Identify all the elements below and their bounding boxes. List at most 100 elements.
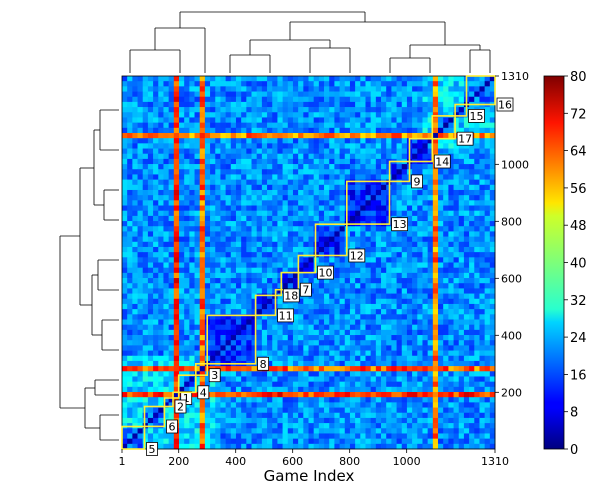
heatmap-cell bbox=[287, 350, 294, 357]
heatmap-cell bbox=[463, 226, 470, 232]
heatmap-cell bbox=[137, 210, 144, 217]
heatmap-cell bbox=[147, 355, 154, 362]
heatmap-cell bbox=[469, 236, 475, 243]
heatmap-cell bbox=[412, 335, 418, 341]
heatmap-cell bbox=[318, 366, 325, 372]
heatmap-cell bbox=[386, 132, 392, 139]
heatmap-cell bbox=[318, 340, 325, 346]
heatmap-cell bbox=[406, 303, 413, 310]
heatmap-cell bbox=[137, 335, 144, 341]
heatmap-cell bbox=[308, 376, 315, 382]
heatmap-cell bbox=[153, 117, 159, 123]
heatmap-cell bbox=[412, 329, 418, 336]
heatmap-cell bbox=[184, 164, 190, 170]
heatmap-cell bbox=[210, 195, 216, 201]
heatmap-cell bbox=[412, 226, 418, 232]
heatmap-cell bbox=[298, 169, 304, 175]
heatmap-cell bbox=[267, 350, 273, 357]
heatmap-cell bbox=[479, 371, 485, 377]
heatmap-cell bbox=[349, 319, 356, 326]
heatmap-cell bbox=[241, 402, 247, 408]
heatmap-cell bbox=[267, 267, 273, 274]
heatmap-cell bbox=[484, 96, 491, 103]
heatmap-cell bbox=[204, 417, 211, 424]
heatmap-cell bbox=[267, 324, 273, 331]
heatmap-cell bbox=[417, 76, 423, 82]
heatmap-cell bbox=[438, 112, 444, 118]
heatmap-cell bbox=[277, 371, 283, 377]
heatmap-cell bbox=[204, 195, 211, 201]
heatmap-cell bbox=[204, 200, 211, 206]
heatmap-cell bbox=[132, 324, 138, 331]
heatmap-cell bbox=[178, 174, 185, 180]
heatmap-cell bbox=[453, 226, 460, 232]
heatmap-cell bbox=[235, 226, 242, 232]
heatmap-cell bbox=[210, 122, 216, 129]
heatmap-cell bbox=[220, 158, 226, 165]
heatmap-cell bbox=[355, 417, 361, 424]
heatmap-cell bbox=[370, 148, 377, 155]
heatmap-cell bbox=[204, 174, 211, 180]
heatmap-cell bbox=[215, 303, 221, 310]
heatmap-cell bbox=[427, 215, 434, 222]
heatmap-cell bbox=[256, 96, 263, 103]
heatmap-cell bbox=[272, 112, 278, 118]
heatmap-cell bbox=[122, 335, 128, 341]
heatmap-cell bbox=[184, 210, 190, 217]
heatmap-cell bbox=[287, 138, 294, 144]
heatmap-cell bbox=[375, 169, 382, 175]
heatmap-cell bbox=[484, 298, 491, 305]
heatmap-cell bbox=[391, 76, 397, 82]
heatmap-cell bbox=[324, 158, 330, 165]
heatmap-cell bbox=[292, 350, 299, 357]
heatmap-cell bbox=[375, 417, 382, 424]
heatmap-cell bbox=[308, 184, 315, 191]
heatmap-cell bbox=[458, 158, 465, 165]
heatmap-cell bbox=[318, 200, 325, 206]
heatmap-cell bbox=[344, 132, 351, 139]
heatmap-cell bbox=[365, 164, 372, 170]
heatmap-cell bbox=[147, 252, 154, 258]
heatmap-cell bbox=[298, 381, 304, 388]
heatmap-cell bbox=[168, 355, 175, 362]
heatmap-cell bbox=[479, 241, 485, 248]
heatmap-cell bbox=[432, 138, 439, 144]
heatmap-cell bbox=[448, 101, 454, 108]
heatmap-cell bbox=[298, 205, 304, 212]
heatmap-cell bbox=[272, 345, 278, 351]
heatmap-cell bbox=[349, 241, 356, 248]
heatmap-cell bbox=[453, 143, 460, 149]
heatmap-cell bbox=[241, 117, 247, 123]
heatmap-cell bbox=[303, 423, 309, 429]
heatmap-cell bbox=[396, 402, 403, 408]
heatmap-cell bbox=[220, 412, 226, 419]
heatmap-cell bbox=[474, 241, 480, 248]
heatmap-cell bbox=[365, 376, 372, 382]
heatmap-cell bbox=[334, 138, 340, 144]
heatmap-cell bbox=[178, 200, 185, 206]
heatmap-cell bbox=[261, 101, 268, 108]
heatmap-cell bbox=[230, 355, 237, 362]
heatmap-cell bbox=[370, 81, 377, 87]
heatmap-cell bbox=[360, 205, 366, 212]
heatmap-cell bbox=[458, 164, 465, 170]
heatmap-cell bbox=[412, 252, 418, 258]
heatmap-cell bbox=[277, 112, 283, 118]
heatmap-cell bbox=[412, 246, 418, 253]
heatmap-cell bbox=[168, 283, 175, 289]
heatmap-cell bbox=[147, 91, 154, 98]
heatmap-cell bbox=[324, 107, 330, 113]
heatmap-cell bbox=[220, 262, 226, 269]
heatmap-cell bbox=[194, 345, 201, 351]
heatmap-cell bbox=[360, 324, 366, 331]
heatmap-cell bbox=[355, 143, 361, 149]
heatmap-cell bbox=[163, 319, 169, 326]
heatmap-cell bbox=[204, 158, 211, 165]
heatmap-cell bbox=[339, 200, 346, 206]
heatmap-cell bbox=[184, 101, 190, 108]
heatmap-cell bbox=[251, 210, 258, 217]
heatmap-cell bbox=[412, 417, 418, 424]
heatmap-cell bbox=[272, 81, 278, 87]
heatmap-cell bbox=[153, 96, 159, 103]
heatmap-cell bbox=[210, 329, 216, 336]
